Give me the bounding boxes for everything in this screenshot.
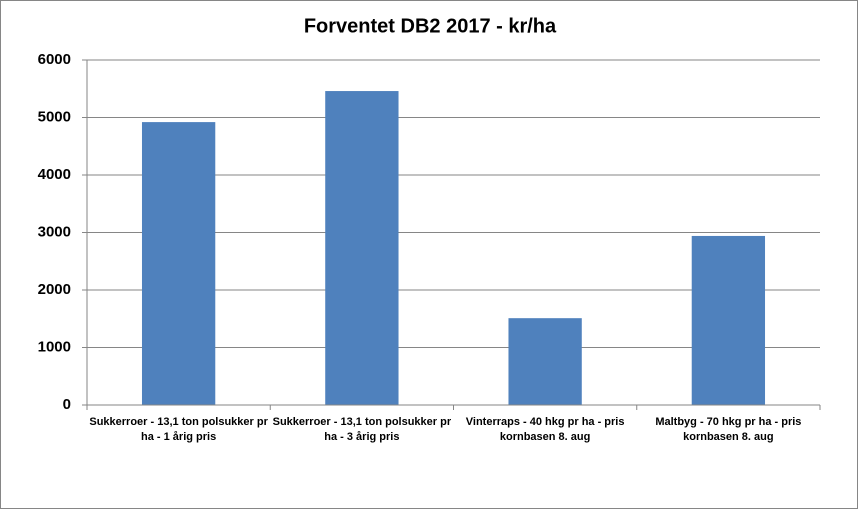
y-tick-label: 1000 — [38, 338, 71, 355]
y-tick-label: 3000 — [38, 223, 71, 240]
chart-title: Forventet DB2 2017 - kr/ha — [304, 15, 557, 37]
y-tick-label: 2000 — [38, 281, 71, 298]
x-tick-label: Maltbyg - 70 hkg pr ha - pris kornbasen … — [655, 416, 802, 443]
y-tick-label: 5000 — [38, 108, 71, 125]
y-tick-label: 0 — [63, 396, 71, 413]
y-tick-label: 6000 — [38, 51, 71, 68]
bar — [691, 235, 766, 405]
y-tick-label: 4000 — [38, 166, 71, 183]
x-tick-label: Sukkerroer - 13,1 ton polsukker pr ha - … — [272, 416, 452, 443]
bar — [141, 122, 216, 405]
x-tick-label: Sukkerroer - 13,1 ton polsukker pr ha - … — [89, 416, 268, 443]
bar — [508, 318, 582, 405]
x-tick-label: Vinterraps - 40 hkg pr ha - pris kornbas… — [465, 416, 625, 443]
bar — [325, 91, 399, 406]
